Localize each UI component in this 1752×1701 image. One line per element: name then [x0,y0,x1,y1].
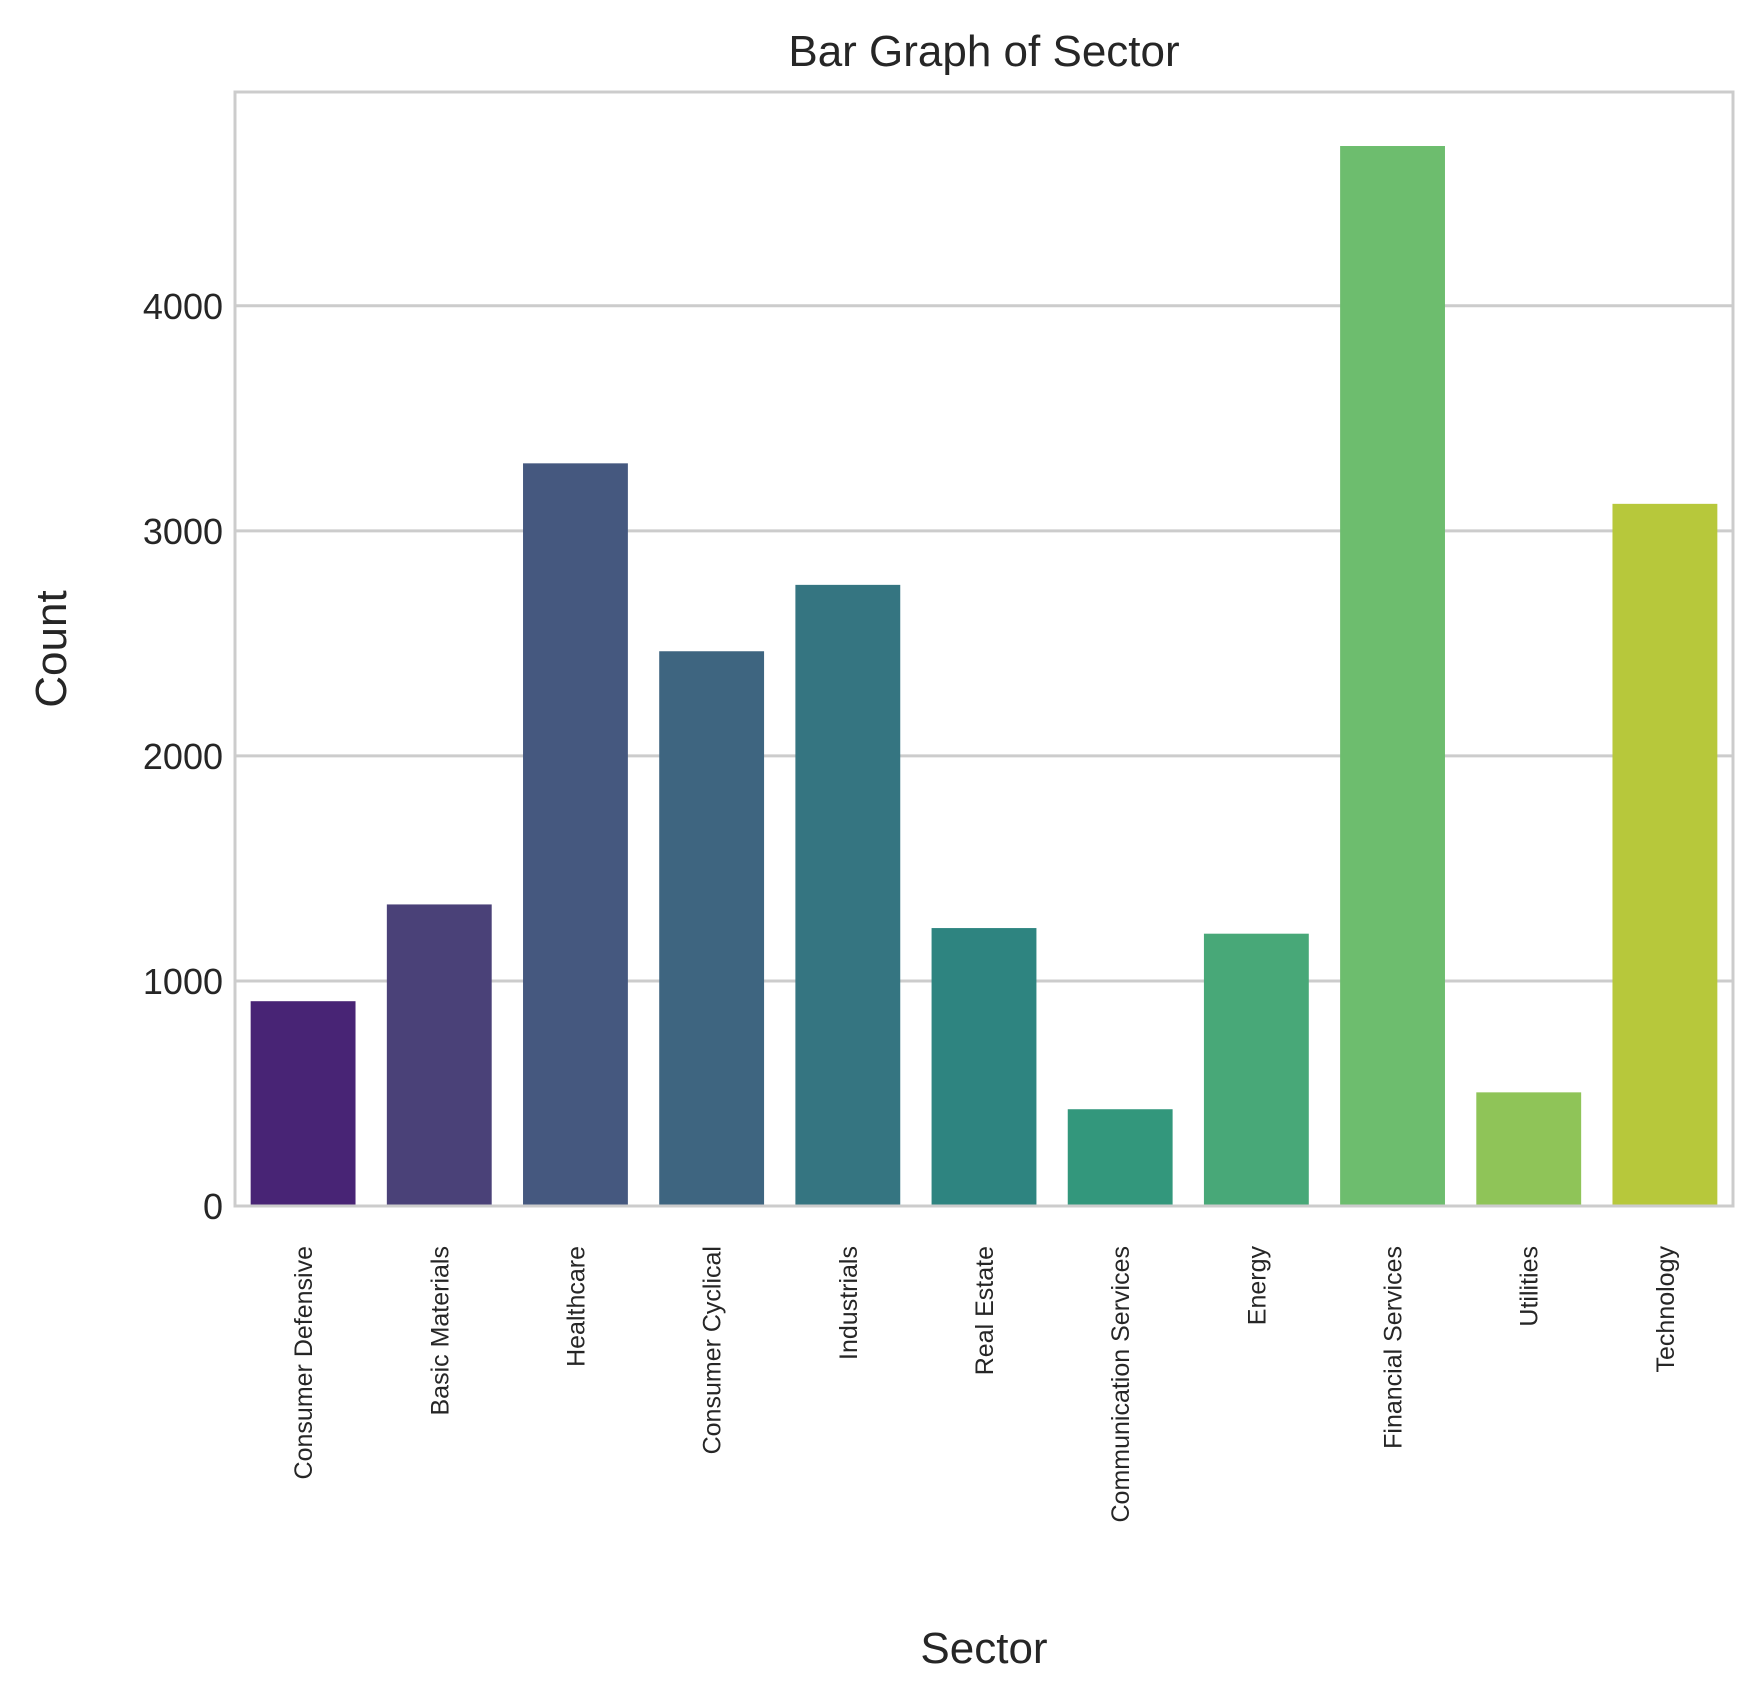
x-tick-label: Industrials [835,1246,863,1360]
y-tick-label: 2000 [143,736,223,777]
bar-real-estate [931,928,1037,1206]
bar-industrials [795,584,901,1206]
x-tick-label: Technology [1652,1246,1680,1373]
x-tick-label: Consumer Defensive [290,1246,318,1479]
y-tick-labels: 0 1000 2000 3000 4000 [143,286,223,1227]
x-tick-label: Financial Services [1380,1246,1408,1449]
bar-consumer-cyclical [659,651,765,1206]
y-tick-label: 0 [203,1186,223,1227]
y-tick-label: 1000 [143,961,223,1002]
bar-consumer-defensive [250,1001,356,1206]
bars [250,146,1718,1207]
x-tick-label: Energy [1243,1246,1271,1326]
x-tick-label: Healthcare [562,1246,590,1367]
y-tick-label: 3000 [143,511,223,552]
y-tick-label: 4000 [143,286,223,327]
x-axis-label: Sector [920,1624,1047,1673]
bar-healthcare [523,463,628,1206]
bar-utilities [1476,1092,1582,1206]
bar-technology [1612,503,1718,1207]
bar-energy [1203,933,1309,1206]
bar-communication-services [1067,1109,1173,1206]
x-tick-label: Utilities [1516,1246,1544,1327]
y-axis-label: Count [27,590,76,707]
x-tick-label: Communication Services [1107,1246,1135,1523]
x-tick-labels: Consumer Defensive Basic Materials Healthc… [290,1246,1680,1523]
plot-frame [233,90,1735,1208]
bar-basic-materials [386,904,492,1206]
gridlines [235,304,1733,983]
bar-financial-services [1340,146,1445,1207]
x-tick-label: Consumer Cyclical [699,1246,727,1454]
x-tick-label: Real Estate [971,1246,999,1375]
x-tick-label: Basic Materials [426,1246,454,1416]
chart-title: Bar Graph of Sector [788,27,1179,76]
